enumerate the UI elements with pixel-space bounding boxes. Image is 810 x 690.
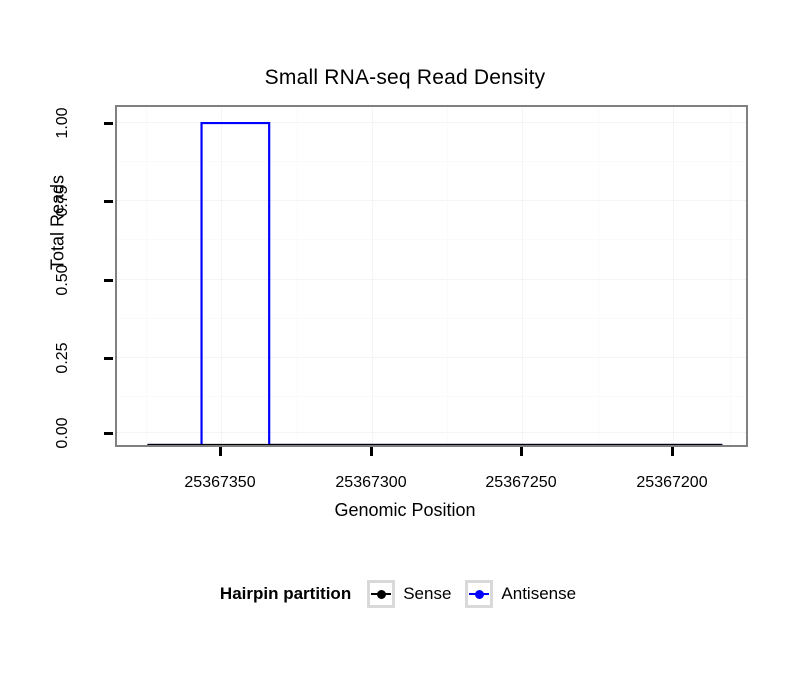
- x-tick-label: 25367200: [636, 474, 708, 491]
- y-tick-mark: [104, 200, 113, 203]
- y-tick-mark: [104, 357, 113, 360]
- gridline-minor-horizontal: [117, 239, 746, 240]
- gridline-major-horizontal: [117, 432, 746, 433]
- legend-entry-antisense[interactable]: Antisense: [465, 580, 576, 608]
- y-tick-label: 0.50: [54, 264, 71, 296]
- x-tick-mark: [370, 447, 373, 456]
- gridline-major-horizontal: [117, 279, 746, 280]
- x-tick-label: 25367350: [184, 474, 256, 491]
- y-tick-label: 1.00: [54, 107, 71, 139]
- gridline-major-vertical: [372, 107, 373, 445]
- gridline-minor-vertical: [598, 107, 599, 445]
- gridline-minor-horizontal: [117, 396, 746, 397]
- gridline-major-horizontal: [117, 122, 746, 123]
- y-tick-label: 0.25: [54, 342, 71, 374]
- series-layer: [147, 122, 723, 445]
- gridline-major-vertical: [221, 107, 222, 445]
- gridline-minor-vertical: [146, 107, 147, 445]
- legend-key-sense: [367, 580, 396, 608]
- legend-title: Hairpin partition: [219, 584, 352, 603]
- x-tick-label: 25367250: [485, 474, 557, 491]
- plot-panel: [115, 105, 748, 447]
- legend: Hairpin partition Sense Antisense: [0, 580, 810, 608]
- x-tick-mark: [520, 447, 523, 456]
- gridline-minor-horizontal: [117, 318, 746, 319]
- gridline-minor-vertical: [447, 107, 448, 445]
- series-path-antisense: [147, 122, 723, 445]
- gridline-major-vertical: [673, 107, 674, 445]
- gridline-minor-vertical: [730, 107, 731, 445]
- plot-area: [117, 107, 746, 445]
- gridline-minor-horizontal: [117, 161, 746, 162]
- x-tick-label: 25367300: [335, 474, 407, 491]
- legend-entry-sense[interactable]: Sense: [367, 580, 451, 608]
- gridline-minor-vertical: [297, 107, 298, 445]
- gridline-major-horizontal: [117, 200, 746, 201]
- y-tick-mark: [104, 122, 113, 125]
- y-tick-mark: [104, 279, 113, 282]
- gridline-major-horizontal: [117, 357, 746, 358]
- x-tick-mark: [671, 447, 674, 456]
- legend-label-antisense: Antisense: [501, 584, 577, 603]
- y-tick-label: 0.00: [54, 417, 71, 449]
- legend-key-point-icon: [376, 589, 386, 599]
- legend-label-sense: Sense: [403, 584, 452, 603]
- legend-key-point-icon: [474, 589, 484, 599]
- legend-key-antisense: [465, 580, 494, 608]
- x-tick-mark: [219, 447, 222, 456]
- chart-title: Small RNA-seq Read Density: [264, 66, 546, 89]
- x-axis-title: Genomic Position: [334, 500, 476, 520]
- y-tick-mark: [104, 432, 113, 435]
- gridline-major-vertical: [522, 107, 523, 445]
- y-tick-label: 0.75: [54, 185, 71, 217]
